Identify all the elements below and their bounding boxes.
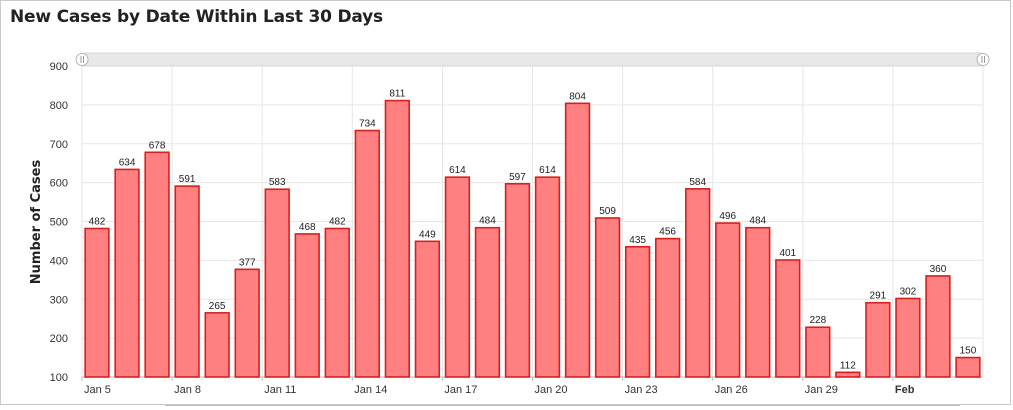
range-slider-left-handle[interactable] [75,53,89,66]
bars [84,99,981,378]
y-tick-label: 500 [50,217,68,229]
x-axis: Jan 5 Jan 8 Jan 11 Jan 14 Jan 17 Jan 20 Jan 23… [81,377,915,396]
y-tick-label: 600 [50,178,68,190]
bar[interactable] [594,217,621,378]
y-tick-label: 900 [50,61,68,73]
bar[interactable] [444,176,471,378]
x-tick-label: Jan 29 [805,384,838,396]
bar-value-label: 360 [930,264,947,275]
y-tick-label: 400 [50,255,68,267]
bar-value-label: 614 [539,165,556,176]
bar[interactable] [955,356,981,378]
bar-value-label: 482 [89,216,106,227]
bar-value-label: 734 [359,119,376,130]
bar[interactable] [324,227,350,378]
x-tick-label: Jan 5 [84,384,111,396]
bar[interactable] [114,168,140,378]
bar-value-label: 584 [689,177,706,188]
bar-value-label: 509 [599,206,616,217]
bar[interactable] [384,99,411,378]
bar[interactable] [745,226,771,378]
bar-value-label: 484 [479,216,496,227]
bar[interactable] [865,301,891,378]
bar[interactable] [294,233,320,378]
bar[interactable] [174,185,200,378]
bar[interactable] [775,259,801,378]
bar-value-label: 449 [419,229,436,240]
bar[interactable] [144,151,170,378]
bar-value-label: 265 [209,301,226,312]
bottom-scroll-edge [165,405,960,410]
bar-value-label: 112 [840,360,856,371]
bar[interactable] [234,268,260,378]
bar[interactable] [624,245,651,378]
bar[interactable] [564,102,591,378]
bar-value-label: 597 [509,172,526,183]
bar-value-label: 456 [659,227,676,238]
bar-value-label: 614 [449,165,466,176]
y-tick-label: 800 [50,100,68,112]
x-tick-label: Jan 17 [444,384,477,396]
bar-value-label: 482 [329,216,346,227]
range-slider[interactable] [75,52,990,67]
range-slider-track[interactable] [81,52,985,67]
bar-value-label: 591 [179,174,196,185]
data-labels: 482 634 678 591 265 377 583 468 482 734 811 449 614 4… [89,89,977,372]
bar-value-label: 228 [809,315,826,326]
bar-value-label: 150 [960,346,977,357]
range-slider-right-handle[interactable] [976,53,990,66]
bar-value-label: 291 [870,291,887,302]
grid-lines [81,65,984,378]
bar[interactable] [895,297,921,378]
bar[interactable] [204,312,230,378]
bar[interactable] [925,275,951,378]
x-tick-label: Feb [895,384,915,396]
y-axis-label: Number of Cases [29,160,44,285]
bar-value-label: 435 [629,235,646,246]
bar-value-label: 583 [269,177,286,188]
bar-value-label: 634 [119,157,136,168]
bar-value-label: 468 [299,222,316,233]
bar[interactable] [504,182,531,378]
chart-title: New Cases by Date Within Last 30 Days [10,7,383,27]
bar[interactable] [84,227,110,378]
x-tick-label: Jan 20 [535,384,568,396]
bar[interactable] [264,188,290,378]
bar[interactable] [715,222,741,378]
bar-value-label: 401 [779,248,796,259]
bar[interactable] [354,129,380,378]
x-tick-label: Jan 8 [174,384,201,396]
y-tick-label: 700 [50,139,68,151]
bar-value-label: 302 [900,286,917,297]
bar[interactable] [534,176,561,378]
bar[interactable] [414,240,441,378]
y-tick-label: 300 [50,294,68,306]
x-tick-label: Jan 23 [625,384,658,396]
x-tick-label: Jan 26 [715,384,748,396]
bar[interactable] [835,371,861,378]
bar-value-label: 811 [389,89,405,100]
x-tick-label: Jan 14 [354,384,387,396]
bar-value-label: 678 [149,140,166,151]
bar-value-label: 377 [239,257,256,268]
y-tick-label: 200 [50,333,68,345]
y-tick-label: 100 [50,372,68,384]
bar-value-label: 804 [569,91,586,102]
bar[interactable] [654,237,681,378]
bar[interactable] [474,226,501,378]
bar[interactable] [685,188,711,378]
bar-value-label: 484 [749,216,766,227]
bar[interactable] [805,326,831,378]
bar-value-label: 496 [719,211,736,222]
x-tick-label: Jan 11 [264,384,296,396]
